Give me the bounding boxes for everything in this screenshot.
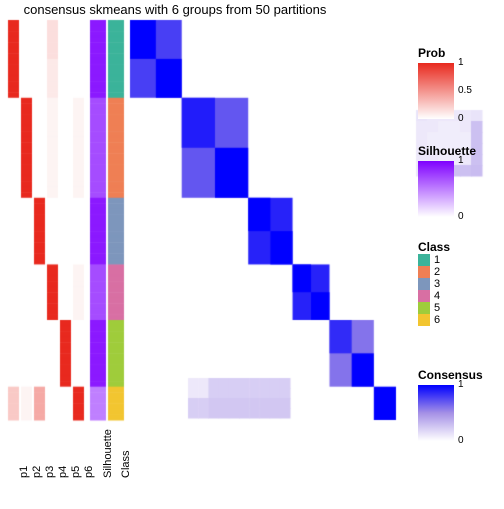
legend-item-1: 1 bbox=[418, 254, 450, 266]
legend-swatch bbox=[418, 266, 430, 278]
legend-tick: 1 bbox=[458, 57, 464, 68]
legend-consensus: Consensus 10 bbox=[418, 368, 483, 441]
legend-gradient: 10 bbox=[418, 385, 454, 441]
column-label-p2: p2 bbox=[31, 466, 43, 478]
column-label-p6: p6 bbox=[83, 466, 95, 478]
legend-gradient: 10 bbox=[418, 161, 454, 217]
legend-tick: 0 bbox=[458, 435, 464, 446]
legend-tick: 0 bbox=[458, 113, 464, 124]
legend-swatch bbox=[418, 254, 430, 266]
column-label-p4: p4 bbox=[57, 466, 69, 478]
legend-item-6: 6 bbox=[418, 314, 450, 326]
legend-label: 6 bbox=[434, 314, 440, 326]
legend-tick: 1 bbox=[458, 155, 464, 166]
legend-item-4: 4 bbox=[418, 290, 450, 302]
legend-prob: Prob 10.50 bbox=[418, 46, 454, 119]
legend-label: 2 bbox=[434, 266, 440, 278]
column-label-Silhouette: Silhouette bbox=[102, 429, 114, 478]
legend-item-3: 3 bbox=[418, 278, 450, 290]
legend-item-2: 2 bbox=[418, 266, 450, 278]
legend-item-5: 5 bbox=[418, 302, 450, 314]
legend-label: 4 bbox=[434, 290, 440, 302]
legend-tick: 0 bbox=[458, 211, 464, 222]
legend-title: Prob bbox=[418, 46, 454, 60]
legend-gradient: 10.50 bbox=[418, 63, 454, 119]
legend-label: 3 bbox=[434, 278, 440, 290]
legend-title: Class bbox=[418, 240, 450, 254]
column-label-p1: p1 bbox=[18, 466, 30, 478]
legend-title: Silhouette bbox=[418, 144, 476, 158]
legend-swatch bbox=[418, 290, 430, 302]
legend-title: Consensus bbox=[418, 368, 483, 382]
legend-swatch bbox=[418, 314, 430, 326]
legend-silhouette: Silhouette 10 bbox=[418, 144, 476, 217]
column-label-p5: p5 bbox=[70, 466, 82, 478]
column-label-Class: Class bbox=[120, 450, 132, 478]
legend-label: 5 bbox=[434, 302, 440, 314]
legend-swatch bbox=[418, 278, 430, 290]
chart-title: consensus skmeans with 6 groups from 50 … bbox=[0, 2, 350, 17]
legend-tick: 1 bbox=[458, 379, 464, 390]
legend-swatch bbox=[418, 302, 430, 314]
legend-tick: 0.5 bbox=[458, 85, 472, 96]
column-label-p3: p3 bbox=[44, 466, 56, 478]
legend-label: 1 bbox=[434, 254, 440, 266]
legend-class: Class123456 bbox=[418, 240, 450, 326]
